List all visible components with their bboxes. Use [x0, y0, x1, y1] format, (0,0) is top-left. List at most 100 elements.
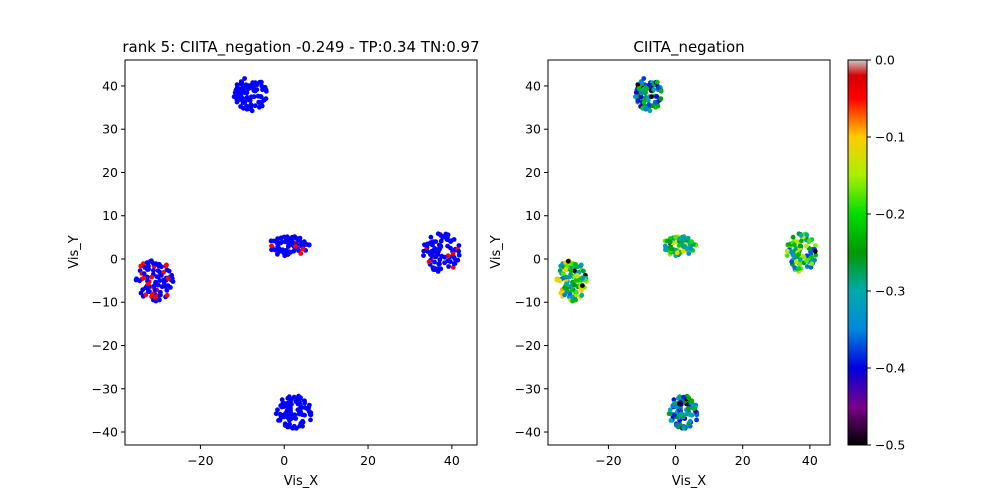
data-point [563, 267, 569, 272]
data-point [263, 88, 269, 94]
colorbar: 0.0 −0.1 −0.2 −0.3 −0.4 −0.5 [847, 53, 905, 453]
data-point [287, 421, 292, 427]
data-point [643, 106, 649, 112]
data-point [159, 273, 164, 278]
data-point [428, 234, 434, 240]
data-point [812, 249, 818, 254]
data-point [308, 417, 313, 423]
data-point [244, 106, 250, 112]
x-tick-label: −20 [595, 453, 621, 468]
data-point [153, 298, 159, 304]
data-point [430, 265, 436, 270]
y-tick-label: −20 [92, 338, 118, 353]
data-point [426, 259, 432, 265]
data-point [564, 289, 570, 294]
data-point [789, 259, 794, 265]
x-tick-label: −20 [187, 453, 213, 468]
data-point [430, 242, 435, 248]
data-point [655, 103, 661, 109]
data-point [281, 234, 287, 240]
data-point [574, 289, 579, 295]
data-point [293, 244, 298, 249]
data-point [282, 423, 288, 428]
scatter-panel-right: CIITA_negation −20 0 20 40 −40 −30 −20 −10 0 10 2… [489, 38, 831, 489]
data-point [689, 398, 695, 404]
data-point [304, 406, 310, 412]
y-tick-label: −10 [515, 295, 541, 310]
data-point [236, 86, 242, 91]
data-point [445, 232, 451, 238]
data-point [636, 86, 642, 91]
data-point [421, 253, 426, 258]
data-point [165, 283, 171, 288]
data-point [646, 102, 652, 108]
y-tick-label: 10 [102, 208, 118, 223]
y-tick-label: 20 [102, 165, 118, 180]
data-point [572, 268, 577, 273]
data-point [138, 290, 144, 296]
data-point [638, 79, 644, 84]
y-tick-label: −40 [515, 425, 541, 440]
y-axis-label-left: Vis_Y [67, 235, 82, 268]
data-point [149, 274, 155, 280]
data-point [148, 258, 153, 264]
data-point [790, 234, 796, 240]
data-point [450, 264, 456, 270]
data-point [685, 406, 691, 411]
data-point [574, 273, 580, 278]
data-point [558, 290, 564, 296]
data-point [804, 258, 809, 264]
data-point [235, 98, 240, 103]
data-point [456, 249, 462, 254]
y-tick-label: 30 [102, 122, 118, 137]
data-point [676, 236, 682, 242]
data-point [681, 234, 687, 240]
data-point [658, 96, 664, 102]
y-ticks-right: −40 −30 −20 −10 0 10 20 30 40 [515, 78, 548, 440]
y-tick-label: 10 [525, 208, 541, 223]
data-point [248, 102, 254, 108]
y-tick-label: −10 [92, 295, 118, 310]
data-point [151, 268, 156, 273]
data-point [246, 86, 251, 92]
data-point [686, 251, 692, 256]
data-point [291, 425, 297, 431]
data-point [259, 103, 265, 109]
colorbar-tick-label: −0.3 [875, 284, 905, 299]
data-point [300, 246, 306, 252]
x-tick-label: 0 [280, 453, 288, 468]
plot-frame-left [124, 59, 478, 446]
colorbar-tick-label: −0.5 [875, 438, 905, 453]
data-point [557, 278, 563, 284]
data-point [238, 79, 244, 84]
data-point [579, 292, 585, 298]
data-point [298, 251, 304, 256]
y-tick-label: 0 [110, 251, 118, 266]
data-point [286, 401, 292, 407]
data-point [798, 238, 804, 244]
data-point [269, 243, 274, 249]
data-point [451, 261, 457, 267]
data-point [297, 406, 303, 411]
data-point [239, 90, 245, 96]
data-point [164, 288, 170, 293]
data-point [570, 295, 575, 300]
data-point [570, 298, 576, 304]
data-point [647, 108, 653, 114]
data-point [644, 86, 650, 92]
data-point [455, 257, 461, 263]
y-tick-label: 40 [102, 78, 118, 93]
data-point [438, 238, 444, 244]
data-point [278, 403, 284, 409]
data-point [801, 254, 807, 260]
data-point [581, 268, 586, 274]
y-tick-label: −30 [92, 381, 118, 396]
data-point [242, 100, 248, 105]
data-point [798, 233, 804, 238]
data-point [567, 274, 572, 280]
x-axis-label-right: Vis_X [672, 474, 706, 489]
data-point [248, 82, 254, 88]
data-point [641, 76, 647, 81]
x-tick-label: 20 [360, 453, 376, 468]
y-tick-label: 20 [525, 165, 541, 180]
